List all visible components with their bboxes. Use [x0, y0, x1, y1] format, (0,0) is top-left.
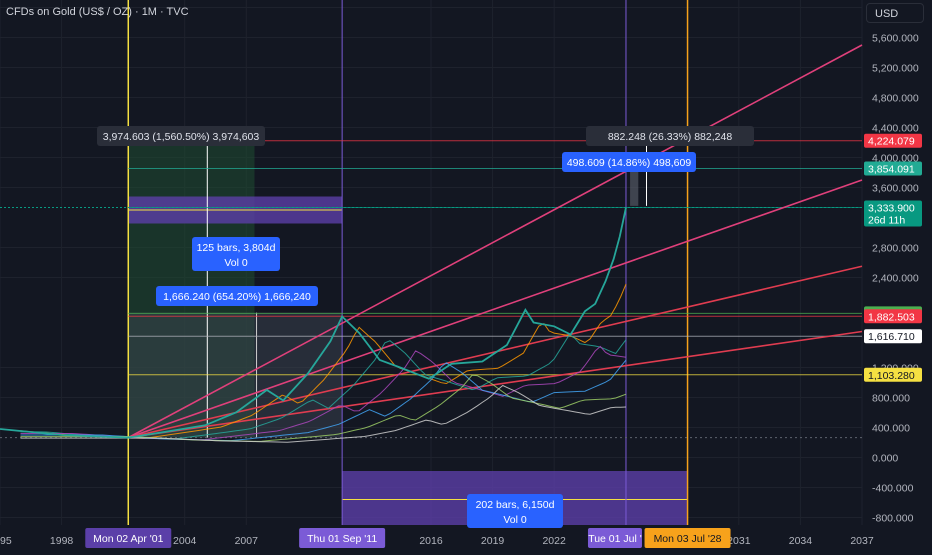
x-tick-label: 2034	[789, 535, 813, 547]
date-labels: Mon 02 Apr '01 Thu 01 Sep '11 Tue 01 Jul '…	[85, 528, 731, 548]
price-line	[0, 207, 627, 439]
price-label-bg	[864, 200, 922, 227]
bars-label-1-text: 125 bars, 3,804d	[197, 242, 276, 254]
date-label-bg	[644, 528, 731, 548]
gain-label-large-bg	[97, 126, 265, 146]
date-label-bg	[85, 528, 172, 548]
price-label-text: 3,854.091	[868, 163, 915, 175]
y-tick-label: 0.000	[872, 453, 898, 465]
y-tick-label: 400.000	[872, 423, 910, 435]
bars-label-1[interactable]: 125 bars, 3,804d Vol 0	[192, 237, 280, 271]
short-gain-box	[630, 168, 639, 206]
y-tick-label: 4,400.000	[872, 123, 919, 135]
gain-label-large[interactable]: 3,974.603 (1,560.50%) 3,974,603	[97, 126, 265, 146]
y-tick-label: 4,800.000	[872, 93, 919, 105]
date-label-text: Mon 03 Jul '28	[654, 533, 722, 545]
x-tick-label: 2022	[542, 535, 566, 547]
y-tick-label: 800.000	[872, 393, 910, 405]
date-label-text: Thu 01 Sep '11	[307, 533, 377, 545]
annotations: 3,974.603 (1,560.50%) 3,974,603 125 bars,…	[97, 126, 754, 528]
trendline	[128, 330, 863, 439]
x-tick-label: 2016	[419, 535, 443, 547]
date-label-bg	[587, 528, 642, 548]
price-label-text: 1,103.280	[868, 370, 915, 382]
bars-label-2-sub: Vol 0	[503, 514, 527, 526]
bars-label-2[interactable]: 202 bars, 6,150d Vol 0	[467, 494, 563, 528]
trendline	[127, 44, 863, 439]
date-label-bg	[299, 528, 386, 548]
bars-label-2-bg	[467, 494, 563, 528]
x-tick-label: 2019	[481, 535, 505, 547]
date-label-text: Tue 01 Jul '	[588, 533, 642, 545]
y-tick-label: 5,200.000	[872, 63, 919, 75]
y-tick-label: -400.000	[872, 483, 914, 495]
y-tick-label: 5,600.000	[872, 33, 919, 45]
gain-label-short-bg	[586, 126, 754, 146]
x-tick-label: 2031	[727, 535, 751, 547]
price-label-bg	[864, 309, 922, 324]
gain-label-small-text: 1,666.240 (654.20%) 1,666,240	[163, 291, 311, 303]
x-tick-label: 2007	[235, 535, 259, 547]
price-label-text: 1,882.503	[868, 311, 915, 323]
gain-label-short-text: 882.248 (26.33%) 882,248	[608, 131, 733, 143]
y-tick-label: 2,800.000	[872, 243, 919, 255]
currency-button[interactable]: USD	[866, 3, 924, 23]
measure-boxes	[128, 139, 688, 525]
bars-label-2-text: 202 bars, 6,150d	[476, 499, 555, 511]
price-axis: 6,000.0005,600.0005,200.0004,800.0004,40…	[872, 3, 919, 525]
bars-label-1-bg	[192, 237, 280, 271]
time-axis: 1995 1998 2004 2007 2016 2019 2022 2031 2034 2037	[0, 535, 874, 547]
gain-label-small-bg	[156, 286, 318, 306]
y-tick-label: 2,400.000	[872, 273, 919, 285]
gain-label-short[interactable]: 882.248 (26.33%) 882,248	[586, 126, 754, 146]
price-series	[0, 207, 627, 443]
x-tick-label: 2004	[173, 535, 197, 547]
price-label-bg	[864, 329, 922, 344]
gain-label-short-2-bg	[562, 152, 696, 172]
bars-label-1-sub: Vol 0	[224, 257, 248, 269]
price-label-text: 4,224.079	[868, 136, 915, 148]
gain-label-large-text: 3,974.603 (1,560.50%) 3,974,603	[103, 131, 260, 143]
price-label-sub: 26d 11h	[868, 214, 905, 226]
date-label-text: Mon 02 Apr '01	[93, 533, 163, 545]
x-tick-label: 1998	[50, 535, 74, 547]
x-tick-label: 1995	[0, 535, 12, 547]
y-tick-label: 3,600.000	[872, 183, 919, 195]
x-tick-label: 2037	[850, 535, 874, 547]
y-tick-label: -800.000	[872, 513, 914, 525]
price-label-bg	[864, 367, 922, 382]
price-label-text: 3,333.900	[868, 202, 915, 214]
gain-label-short-2[interactable]: 498.609 (14.86%) 498,609	[562, 152, 696, 172]
gain-label-short-2-text: 498.609 (14.86%) 498,609	[567, 157, 692, 169]
gain-label-small[interactable]: 1,666.240 (654.20%) 1,666,240	[156, 286, 318, 306]
trendline	[128, 179, 863, 439]
chart-title: CFDs on Gold (US$ / OZ) · 1M · TVC	[6, 6, 189, 18]
price-label-bg	[864, 133, 922, 148]
price-label-bg	[864, 161, 922, 176]
price-label-text: 1,616.710	[868, 331, 915, 343]
